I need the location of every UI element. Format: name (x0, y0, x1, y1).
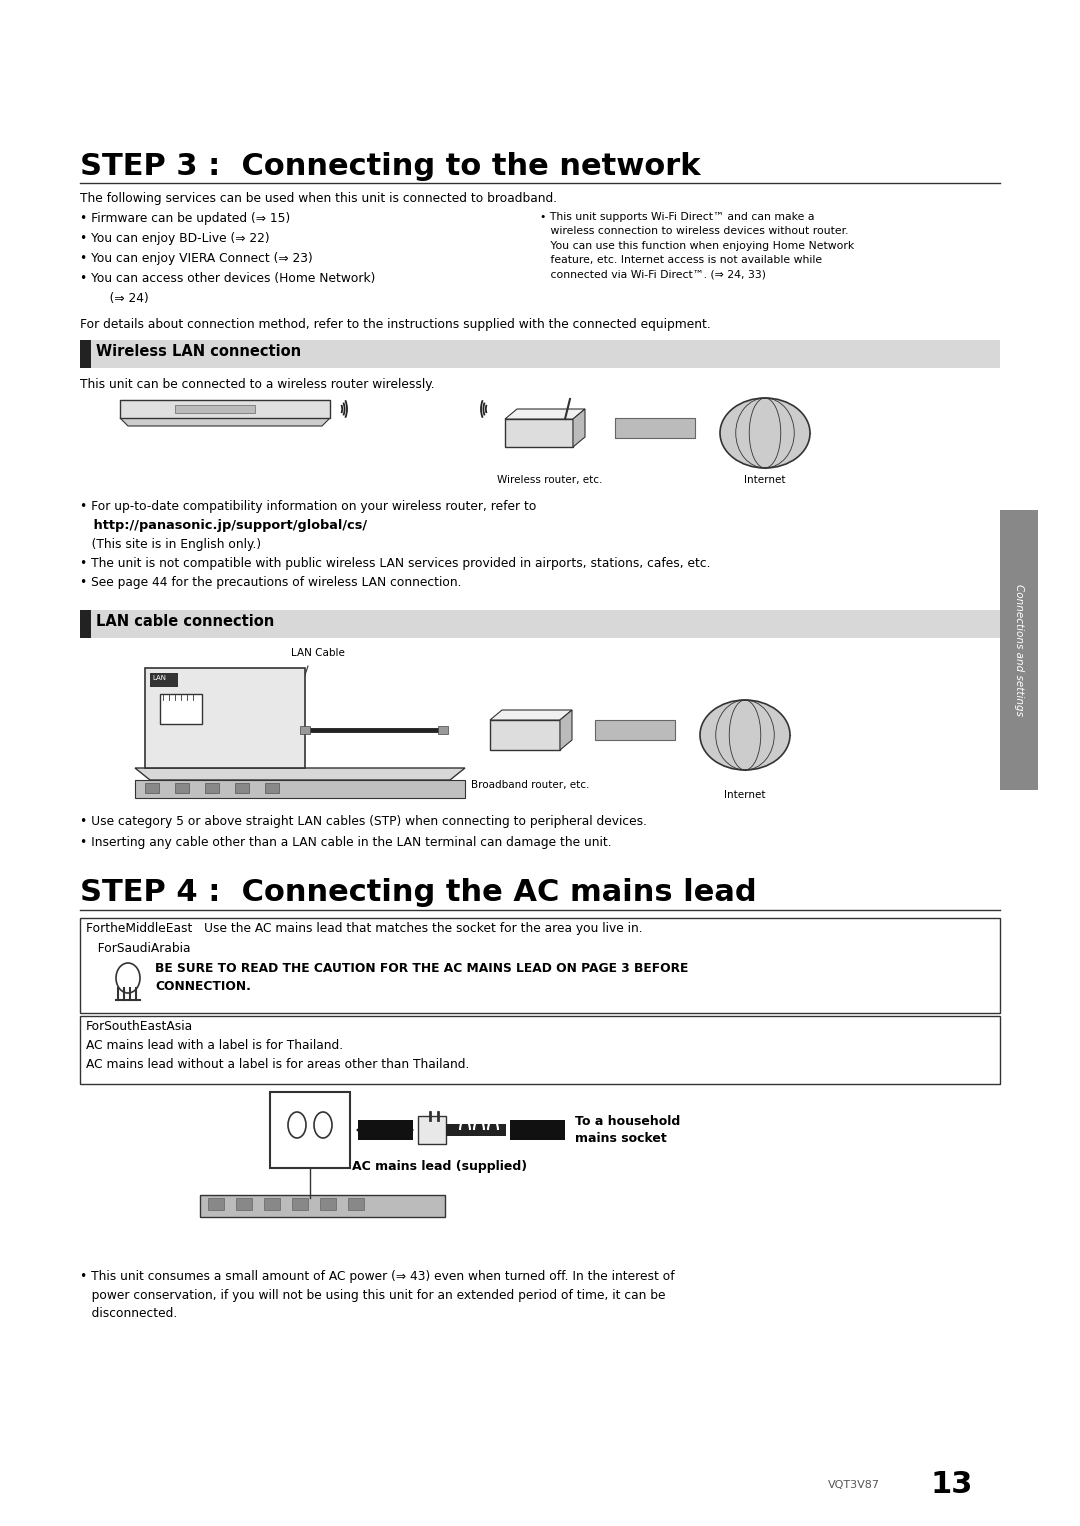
Bar (80, 610, 1000, 638)
Text: 10BASE-T/100BASE-TX: 10BASE-T/100BASE-TX (156, 728, 216, 732)
Bar (205, 783, 219, 794)
Text: LAN: LAN (152, 674, 166, 681)
Text: • This unit supports Wi-Fi Direct™ and can make a
   wireless connection to wire: • This unit supports Wi-Fi Direct™ and c… (540, 212, 854, 279)
Bar (1000, 510, 1038, 790)
Bar (300, 726, 310, 734)
Text: AC mains lead with a label is for Thailand.: AC mains lead with a label is for Thaila… (86, 1039, 343, 1051)
Bar (615, 418, 696, 438)
Bar (135, 780, 465, 798)
Bar (145, 783, 159, 794)
Ellipse shape (116, 963, 140, 993)
Bar (80, 610, 91, 638)
Text: VQT3V87: VQT3V87 (828, 1480, 880, 1489)
Text: • See page 44 for the precautions of wireless LAN connection.: • See page 44 for the precautions of wir… (80, 575, 461, 589)
Bar (510, 1120, 565, 1140)
Bar (320, 1198, 336, 1210)
Polygon shape (505, 409, 585, 420)
Polygon shape (490, 710, 572, 720)
Text: Wireless LAN connection: Wireless LAN connection (96, 343, 301, 359)
Bar (292, 1198, 308, 1210)
Text: AC mains lead (supplied): AC mains lead (supplied) (352, 1160, 527, 1173)
Text: For details about connection method, refer to the instructions supplied with the: For details about connection method, ref… (80, 317, 711, 331)
Text: • You can enjoy BD-Live (⇒ 22): • You can enjoy BD-Live (⇒ 22) (80, 232, 270, 246)
Bar (505, 420, 573, 447)
Ellipse shape (288, 1112, 306, 1138)
Polygon shape (135, 768, 465, 780)
Text: LAN Cable: LAN Cable (292, 649, 345, 658)
Text: http://panasonic.jp/support/global/cs/: http://panasonic.jp/support/global/cs/ (80, 519, 367, 533)
Text: STEP 3 :  Connecting to the network: STEP 3 : Connecting to the network (80, 153, 701, 182)
Text: FortheMiddleEast   Use the AC mains lead that matches the socket for the area yo: FortheMiddleEast Use the AC mains lead t… (86, 922, 643, 935)
Bar (348, 1198, 364, 1210)
Text: Broadband router, etc.: Broadband router, etc. (471, 780, 590, 790)
Text: Wireless router, etc.: Wireless router, etc. (497, 475, 603, 485)
Bar (150, 673, 178, 687)
Bar (438, 726, 448, 734)
Ellipse shape (314, 1112, 332, 1138)
Bar (120, 400, 330, 418)
Bar (175, 783, 189, 794)
Text: (This site is in English only.): (This site is in English only.) (80, 539, 261, 551)
Bar (80, 919, 1000, 1013)
Text: (⇒ 24): (⇒ 24) (98, 291, 149, 305)
Text: • The unit is not compatible with public wireless LAN services provided in airpo: • The unit is not compatible with public… (80, 557, 711, 571)
Bar (80, 1016, 1000, 1083)
Text: ForSouthEastAsia: ForSouthEastAsia (86, 1019, 193, 1033)
Bar (175, 404, 255, 414)
Bar (237, 1198, 252, 1210)
Text: This unit can be connected to a wireless router wirelessly.: This unit can be connected to a wireless… (80, 378, 434, 391)
Text: AC mains lead without a label is for areas other than Thailand.: AC mains lead without a label is for are… (86, 1058, 470, 1071)
Bar (270, 1093, 350, 1167)
Text: Internet: Internet (744, 475, 786, 485)
Bar (145, 668, 305, 768)
Text: • Inserting any cable other than a LAN cable in the LAN terminal can damage the : • Inserting any cable other than a LAN c… (80, 836, 611, 848)
Text: To a household
mains socket: To a household mains socket (575, 1116, 680, 1144)
Text: AC IN ~: AC IN ~ (288, 1160, 332, 1170)
Text: • You can access other devices (Home Network): • You can access other devices (Home Net… (80, 272, 376, 285)
Text: 13: 13 (930, 1470, 972, 1499)
Polygon shape (561, 710, 572, 749)
Bar (264, 1198, 280, 1210)
Text: STEP 4 :  Connecting the AC mains lead: STEP 4 : Connecting the AC mains lead (80, 877, 757, 906)
Bar (265, 783, 279, 794)
Text: • This unit consumes a small amount of AC power (⇒ 43) even when turned off. In : • This unit consumes a small amount of A… (80, 1270, 675, 1320)
Text: Connections and settings: Connections and settings (1014, 584, 1024, 716)
Bar (200, 1195, 445, 1218)
Text: • You can enjoy VIERA Connect (⇒ 23): • You can enjoy VIERA Connect (⇒ 23) (80, 252, 313, 266)
Polygon shape (573, 409, 585, 447)
Text: • Use category 5 or above straight LAN cables (STP) when connecting to periphera: • Use category 5 or above straight LAN c… (80, 815, 647, 829)
Ellipse shape (720, 398, 810, 468)
Bar (357, 1120, 413, 1140)
Text: The following services can be used when this unit is connected to broadband.: The following services can be used when … (80, 192, 557, 204)
Bar (208, 1198, 224, 1210)
Bar (446, 1125, 507, 1135)
Bar (595, 720, 675, 740)
Text: BE SURE TO READ THE CAUTION FOR THE AC MAINS LEAD ON PAGE 3 BEFORE
CONNECTION.: BE SURE TO READ THE CAUTION FOR THE AC M… (156, 961, 688, 993)
Text: LAN cable connection: LAN cable connection (96, 613, 274, 629)
Bar (80, 340, 91, 368)
Text: Internet: Internet (725, 790, 766, 800)
Polygon shape (120, 418, 330, 426)
Bar (80, 340, 1000, 368)
Bar (160, 694, 202, 723)
Bar (235, 783, 249, 794)
Bar (418, 1116, 446, 1144)
Ellipse shape (700, 700, 789, 771)
Text: • Firmware can be updated (⇒ 15): • Firmware can be updated (⇒ 15) (80, 212, 291, 224)
Text: • For up-to-date compatibility information on your wireless router, refer to: • For up-to-date compatibility informati… (80, 501, 537, 513)
Bar (490, 720, 561, 749)
Text: ForSaudiArabia: ForSaudiArabia (86, 942, 190, 955)
